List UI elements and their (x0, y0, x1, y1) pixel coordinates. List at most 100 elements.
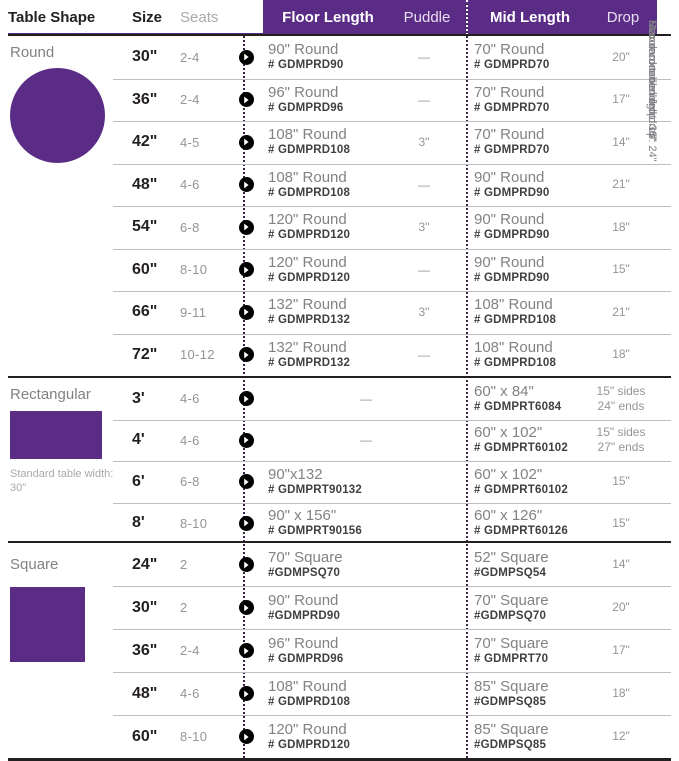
cell-floor-length: 108" Round # GDMPRD108 (268, 164, 384, 207)
cell-mid-length: 52" Square #GDMPSQ54 (474, 543, 588, 586)
chevron-right-circle-icon (238, 347, 254, 363)
chevron-right-circle-icon (238, 515, 254, 531)
cell-floor-length-empty: — (360, 391, 372, 406)
drop-line: 14" (612, 134, 630, 149)
table-row: 30" 2-4 90" Round # GDMPRD90—70" Round # GDM… (0, 36, 679, 79)
mid-length-sku: # GDMPRD108 (474, 314, 557, 327)
drop-line: 12" (612, 729, 630, 743)
drop-line: 17" (612, 643, 630, 657)
cell-mid-length: 90" Round # GDMPRD90 (474, 164, 588, 207)
table-row: 36" 2-4 96" Round # GDMPRD96—70" Round # GDM… (0, 79, 679, 122)
mid-length-sku: # GDMPRD70 (474, 101, 550, 114)
cell-drop: 15" sides 27" ends (588, 420, 654, 462)
cell-floor-length: 120" Round # GDMPRD120 (268, 715, 384, 758)
cell-row-marker (236, 420, 256, 462)
drop-line: 18" (612, 347, 630, 362)
cell-drop: 17" (588, 629, 654, 672)
mid-length-sku: #GDMPSQ70 (474, 609, 547, 622)
cell-drop: 14" (588, 543, 654, 586)
cell-mid-length: 108" Round # GDMPRD108 (474, 334, 588, 377)
mid-length-sku: # GDMPRD90 (474, 229, 550, 242)
shape-swatch-square (10, 587, 85, 662)
row-separator (113, 333, 671, 335)
cell-puddle: 3" (418, 220, 430, 235)
table-row: 60" 8-10 120" Round # GDMPRD120 85" Square #G… (0, 715, 679, 758)
row-separator (113, 672, 671, 673)
floor-length-value: 90" x 156" (268, 507, 337, 525)
cell-size: 48" (132, 684, 158, 702)
chevron-right-circle-icon (238, 134, 254, 150)
cell-size: 4' (132, 431, 145, 449)
cell-size: 30" (132, 48, 158, 66)
chevron-right-circle-icon (238, 49, 254, 65)
chevron-right-circle-icon (238, 557, 254, 572)
drop-line: 17" (612, 92, 630, 107)
chevron-right-circle-icon (238, 177, 254, 193)
cell-size: 8' (132, 514, 145, 532)
cell-seats: 10-12 (180, 347, 215, 363)
row-separator (113, 461, 671, 462)
cell-puddle: 3" (418, 135, 430, 150)
column-header-drop: Drop (592, 0, 654, 35)
shape-swatch-circle (10, 68, 105, 163)
floor-length-value: 70" Square (268, 548, 343, 566)
cell-mid-length: 60" x 102" # GDMPRT60102 (474, 461, 588, 503)
floor-length-value: 90" Round (268, 591, 339, 609)
chevron-right-circle-icon (238, 219, 254, 235)
drop-line: 15" (612, 262, 630, 277)
row-separator (113, 419, 671, 421)
cell-mid-length: 70" Round # GDMPRD70 (474, 121, 588, 164)
floor-length-value: 132" Round (268, 296, 347, 314)
cell-floor-length: 132" Round # GDMPRD132 (268, 334, 384, 377)
cell-drop: 18" (588, 672, 654, 715)
drop-line: 14" (612, 557, 630, 571)
chevron-right-circle-icon (238, 643, 254, 658)
column-header-seats: Seats (180, 0, 240, 35)
floor-length-value: 96" Round (268, 83, 339, 101)
mid-length-value: 70" Round (474, 41, 545, 59)
floor-length-sku: # GDMPRD120 (268, 738, 351, 751)
cell-size: 66" (132, 303, 158, 321)
column-header-puddle: Puddle (388, 0, 466, 35)
cell-seats: 6-8 (180, 219, 200, 235)
cell-size: 6' (132, 472, 145, 490)
row-separator (113, 291, 671, 292)
cell-seats: 2-4 (180, 49, 200, 65)
section-divider-round (8, 33, 671, 36)
mid-length-sku: # GDMPRT6084 (474, 400, 562, 413)
drop-line: 15" (612, 515, 630, 530)
cell-seats: 8-10 (180, 515, 208, 531)
mid-length-value: 108" Round (474, 338, 553, 356)
cell-row-marker (236, 291, 256, 334)
cell-floor-length: 120" Round # GDMPRD120 (268, 249, 384, 292)
drop-line: 21" (612, 177, 630, 192)
cell-floor-length: 120" Round # GDMPRD120 (268, 206, 384, 249)
mid-length-sku: # GDMPRT60102 (474, 483, 568, 496)
cell-floor-length: 108" Round # GDMPRD108 (268, 121, 384, 164)
cell-row-marker (236, 543, 256, 586)
cell-drop: 14" (588, 121, 654, 164)
mid-length-sku: # GDMPRD70 (474, 144, 550, 157)
cell-mid-length: 108" Round # GDMPRD108 (474, 291, 588, 334)
column-header-floor-length: Floor Length (268, 0, 388, 35)
row-separator (113, 78, 671, 80)
cell-puddle (384, 629, 464, 672)
mid-length-value: 52" Square (474, 548, 549, 566)
shape-swatch-rectangle (10, 411, 102, 459)
cell-mid-length: 90" Round # GDMPRD90 (474, 206, 588, 249)
column-header-table-shape: Table Shape (8, 0, 128, 35)
table-row: 48" 4-6 108" Round # GDMPRD108 85" Square #GD… (0, 672, 679, 715)
cell-drop: 15" (588, 503, 654, 545)
chevron-right-circle-icon (238, 262, 254, 278)
column-header-seats-label: Seats (180, 9, 219, 26)
cell-seats: 6-8 (180, 474, 200, 490)
cell-mid-length: 60" x 84" # GDMPRT6084 (474, 378, 588, 420)
cell-drop: 21" (588, 164, 654, 207)
mid-length-sku: #GDMPSQ85 (474, 695, 547, 708)
cell-mid-length: 90" Round # GDMPRD90 (474, 249, 588, 292)
cell-size: 42" (132, 133, 158, 151)
cell-row-marker (236, 79, 256, 122)
table-row: 48" 4-6 108" Round # GDMPRD108—90" Round # G… (0, 164, 679, 207)
chevron-right-circle-icon (238, 391, 254, 407)
